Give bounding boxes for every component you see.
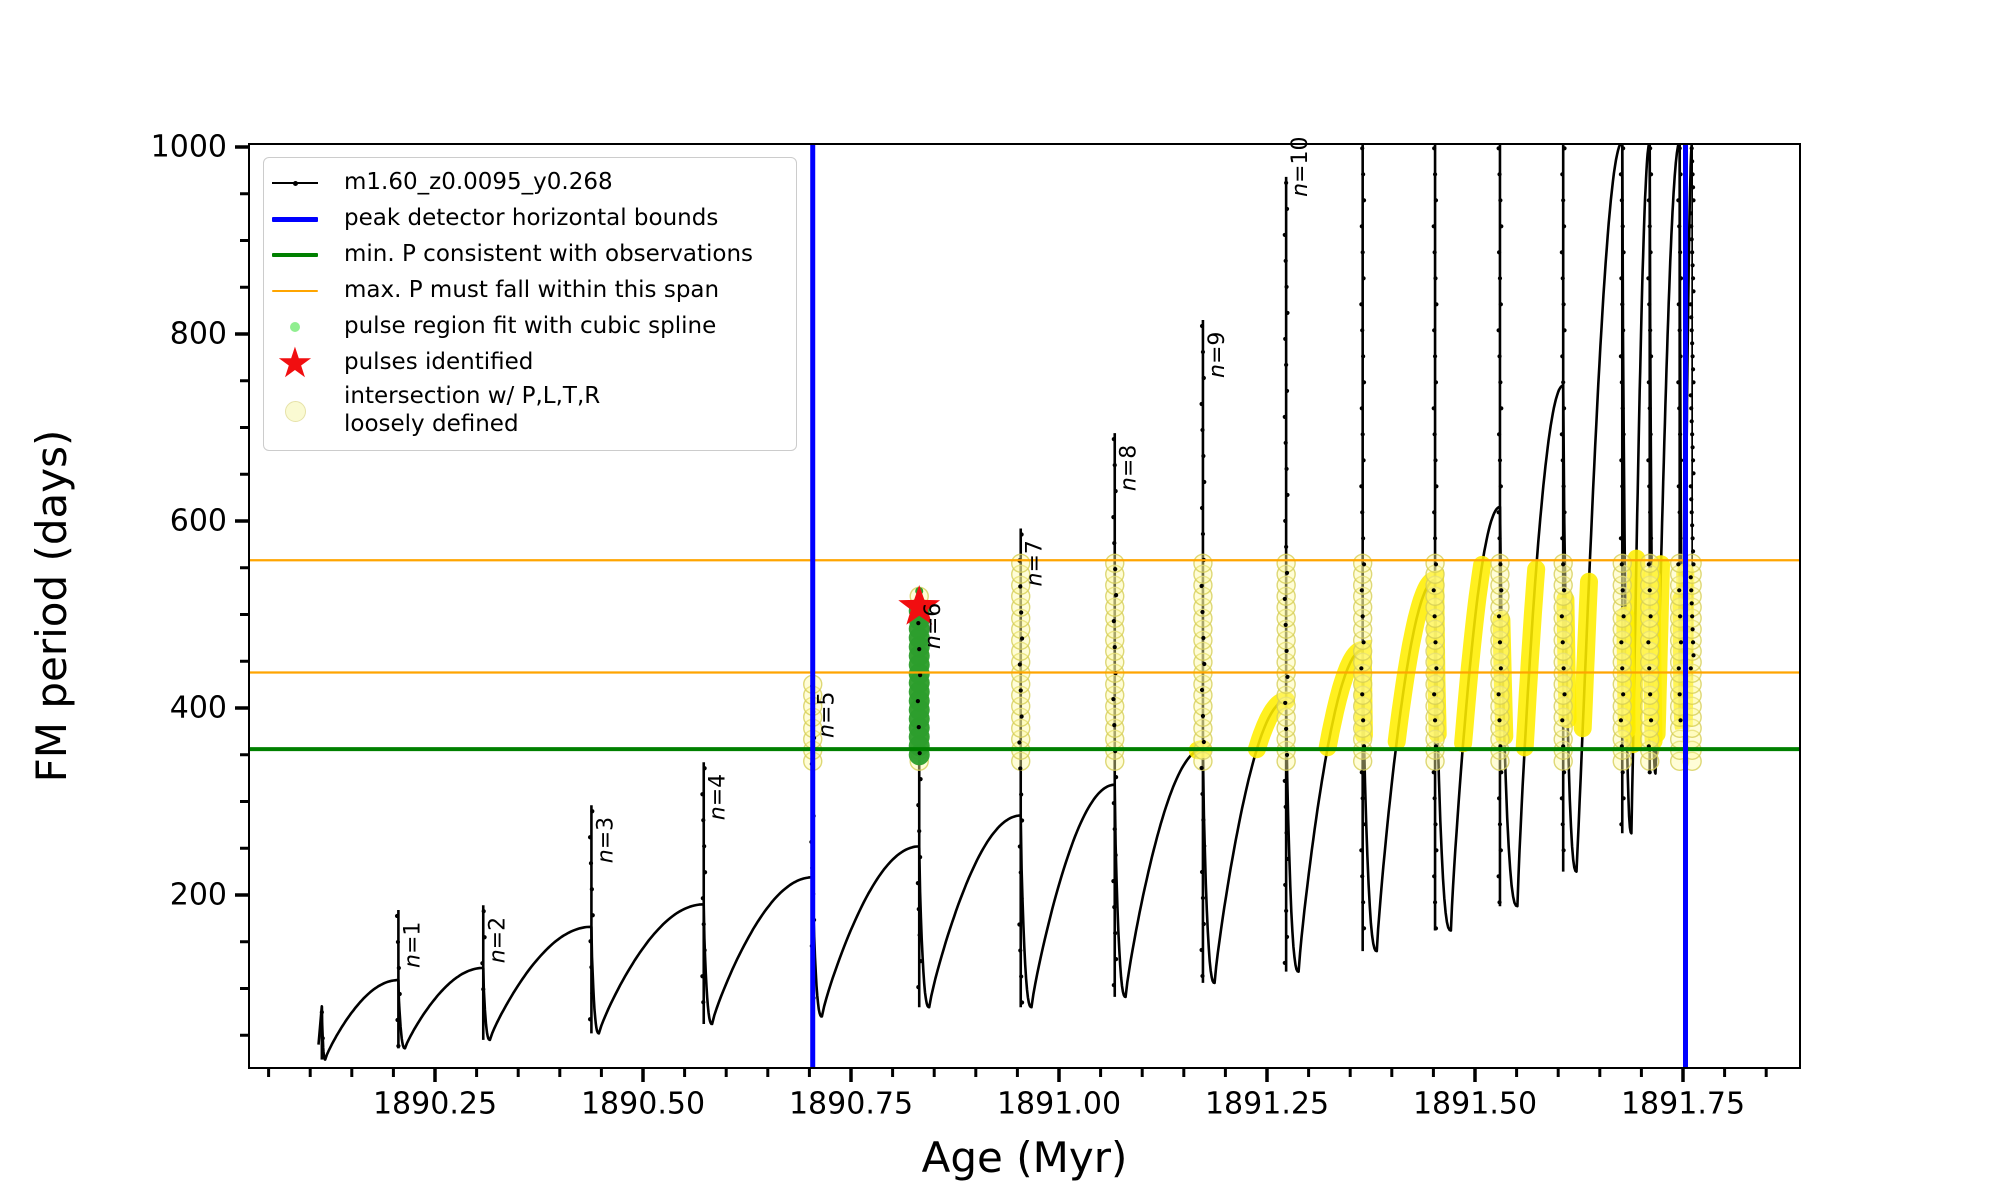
- x-axis-label: Age (Myr): [922, 1133, 1128, 1182]
- legend-item-pulses: ★ pulses identified: [264, 338, 790, 387]
- intersection-markers: [803, 549, 1702, 771]
- pulse-label: n=10: [1288, 137, 1313, 197]
- legend-label: pulses identified: [344, 349, 534, 376]
- star-icon: ★: [276, 338, 314, 387]
- y-tick-label: 600: [170, 504, 227, 539]
- x-tick-label: 1890.25: [373, 1087, 497, 1122]
- legend-label: max. P must fall within this span: [344, 277, 720, 304]
- yellow-dot-icon: [272, 400, 318, 422]
- x-tick-label: 1891.25: [1205, 1087, 1329, 1122]
- blue-line-marker: [272, 216, 318, 222]
- legend-label: pulse region fit with cubic spline: [344, 313, 717, 340]
- legend-label: m1.60_z0.0095_y0.268: [344, 169, 613, 196]
- pulse-label: n=7: [1023, 540, 1048, 586]
- pulse-label: n=2: [485, 917, 510, 963]
- x-tick-label: 1891.50: [1413, 1087, 1537, 1122]
- legend-label: intersection w/ P,L,T,R loosely defined: [344, 383, 601, 437]
- track-point-dots: [319, 146, 1696, 1049]
- y-tick-label: 400: [170, 691, 227, 726]
- y-axis-label: FM period (days): [27, 430, 76, 783]
- pulse-label: n=4: [706, 774, 731, 820]
- y-tick-label: 1000: [151, 130, 227, 165]
- legend-item-intersection: intersection w/ P,L,T,R loosely defined: [264, 381, 790, 441]
- pulse-label: n=1: [400, 922, 425, 968]
- pulse-label: n=5: [815, 692, 840, 738]
- pulse-label: n=6: [921, 603, 946, 649]
- legend-item-peak-bounds: peak detector horizontal bounds: [264, 201, 790, 237]
- legend-label: min. P consistent with observations: [344, 241, 754, 268]
- pulse-annotations: n=1 n=2 n=3 n=4 n=5 n=6 n=7 n=8 n=9 n=10: [400, 137, 1313, 968]
- legend-item-spline: pulse region fit with cubic spline: [264, 309, 790, 345]
- x-tick-label: 1891.00: [997, 1087, 1121, 1122]
- legend: m1.60_z0.0095_y0.268 peak detector horiz…: [263, 157, 797, 451]
- x-tick-label: 1891.75: [1621, 1087, 1745, 1122]
- reference-lines: [249, 144, 1800, 1068]
- green-dot-icon: [272, 322, 318, 332]
- pulse-star-icon: [898, 585, 941, 625]
- y-tick-label: 200: [170, 878, 227, 913]
- axes: 1890.25 1890.50 1890.75 1891.00 1891.25 1891.…: [27, 130, 1801, 1182]
- legend-item-track: m1.60_z0.0095_y0.268: [264, 165, 790, 201]
- legend-item-max-p: max. P must fall within this span: [264, 273, 790, 309]
- pulse-label: n=3: [593, 817, 618, 863]
- x-tick-label: 1890.50: [581, 1087, 705, 1122]
- pulse-label: n=9: [1205, 332, 1230, 378]
- legend-label: peak detector horizontal bounds: [344, 205, 719, 232]
- y-tick-label: 800: [170, 317, 227, 352]
- green-line-marker: [272, 253, 318, 257]
- x-tick-label: 1890.75: [789, 1087, 913, 1122]
- pulse-label: n=8: [1117, 445, 1142, 491]
- orange-line-marker: [272, 289, 318, 293]
- track-line-marker: [272, 180, 318, 186]
- legend-item-min-p: min. P consistent with observations: [264, 237, 790, 273]
